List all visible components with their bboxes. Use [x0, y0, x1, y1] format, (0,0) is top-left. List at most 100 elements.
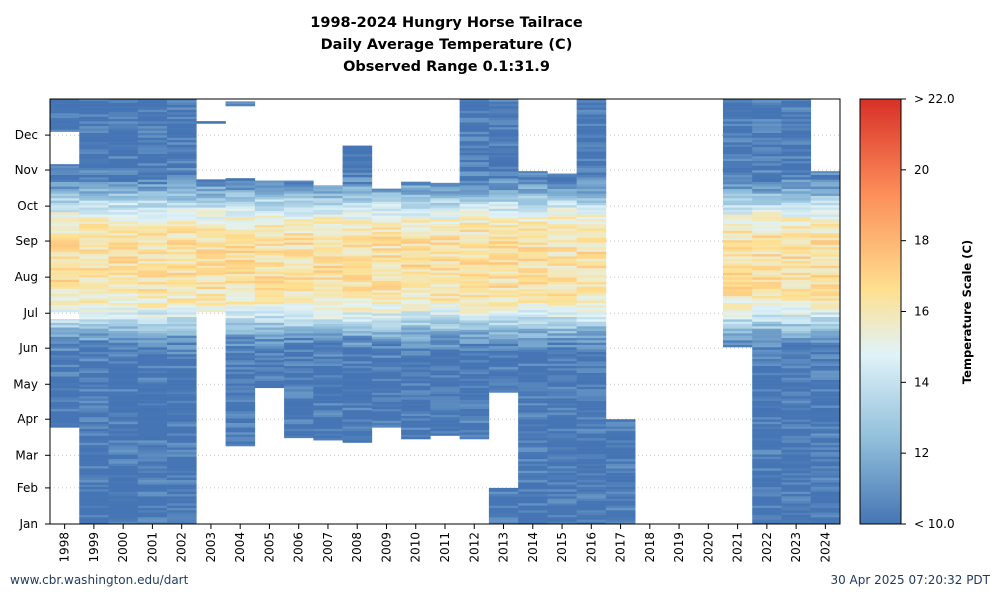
heatmap-cell: [547, 218, 577, 222]
heatmap-cell: [781, 496, 812, 499]
heatmap-cell: [108, 146, 139, 150]
heatmap-cell: [518, 496, 548, 499]
heatmap-cell: [342, 153, 373, 157]
heatmap-cell: [459, 322, 490, 326]
heatmap-cell: [284, 305, 314, 308]
heatmap-cell: [137, 370, 168, 373]
heatmap-cell: [79, 223, 109, 227]
heatmap-cell: [518, 188, 548, 192]
heatmap-cell: [79, 165, 109, 168]
heatmap-cell: [810, 181, 840, 185]
heatmap-cell: [547, 265, 577, 269]
heatmap-cell: [108, 151, 139, 155]
heatmap-cell: [518, 284, 548, 287]
heatmap-cell: [108, 272, 139, 276]
heatmap-cell: [225, 287, 256, 291]
heatmap-cell: [459, 192, 490, 195]
heatmap-cell: [810, 251, 840, 255]
year-column-1998: [50, 99, 80, 428]
heatmap-cell: [225, 257, 256, 260]
heatmap-cell: [313, 323, 343, 327]
heatmap-cell: [254, 359, 285, 363]
heatmap-cell: [371, 220, 402, 223]
heatmap-cell: [459, 408, 490, 412]
heatmap-cell: [79, 468, 109, 471]
heatmap-cell: [752, 209, 782, 213]
heatmap-cell: [430, 342, 460, 345]
heatmap-cell: [167, 465, 197, 469]
heatmap-cell: [371, 413, 402, 417]
heatmap-cell: [401, 390, 431, 393]
heatmap-cell: [371, 227, 402, 230]
heatmap-cell: [108, 188, 139, 192]
heatmap-cell: [254, 199, 285, 202]
heatmap-cell: [284, 188, 314, 192]
heatmap-cell: [810, 489, 840, 492]
heatmap-cell: [137, 498, 168, 502]
heatmap-cell: [108, 412, 139, 415]
heatmap-cell: [781, 458, 812, 462]
heatmap-cell: [547, 298, 577, 301]
heatmap-cell: [79, 158, 109, 162]
heatmap-cell: [518, 216, 548, 220]
heatmap-cell: [401, 401, 431, 405]
heatmap-cell: [108, 300, 139, 304]
heatmap-cell: [547, 288, 577, 292]
heatmap-cell: [752, 216, 782, 220]
heatmap-cell: [108, 314, 139, 318]
heatmap-cell: [79, 100, 109, 103]
heatmap-cell: [459, 143, 490, 146]
heatmap-cell: [781, 221, 812, 224]
heatmap-cell: [50, 179, 80, 182]
year-column-2011: [430, 182, 460, 436]
heatmap-cell: [518, 323, 548, 327]
heatmap-cell: [167, 374, 197, 378]
heatmap-cell: [137, 503, 168, 506]
heatmap-cell: [547, 279, 577, 283]
heatmap-cell: [547, 363, 577, 366]
heatmap-cell: [547, 461, 577, 464]
heatmap-cell: [371, 250, 402, 253]
heatmap-cell: [722, 188, 753, 192]
heatmap-cell: [810, 482, 840, 485]
heatmap-cell: [225, 415, 256, 419]
heatmap-cell: [459, 338, 490, 342]
heatmap-cell: [401, 327, 431, 330]
heatmap-cell: [722, 172, 753, 175]
heatmap-cell: [108, 99, 139, 101]
heatmap-cell: [722, 309, 753, 313]
heatmap-cell: [371, 422, 402, 426]
heatmap-cell: [313, 326, 343, 329]
heatmap-cell: [810, 456, 840, 460]
heatmap-cell: [752, 125, 782, 129]
heatmap-cell: [781, 99, 812, 101]
heatmap-cell: [459, 108, 490, 111]
heatmap-cell: [752, 258, 782, 262]
heatmap-cell: [810, 433, 840, 436]
footer-source: www.cbr.washington.edu/dart: [10, 573, 189, 587]
heatmap-cell: [254, 266, 285, 270]
heatmap-cell: [254, 315, 285, 319]
heatmap-cell: [137, 139, 168, 143]
heatmap-cell: [108, 156, 139, 159]
heatmap-cell: [781, 160, 812, 164]
heatmap-cell: [488, 201, 519, 205]
heatmap-cell: [576, 135, 607, 138]
heatmap-cell: [137, 230, 168, 234]
heatmap-cell: [284, 430, 314, 434]
heatmap-cell: [781, 340, 812, 343]
heatmap-cell: [810, 293, 840, 297]
heatmap-cell: [810, 498, 840, 502]
heatmap-cell: [518, 493, 548, 497]
heatmap-cell: [225, 422, 256, 426]
heatmap-cell: [518, 354, 548, 357]
heatmap-cell: [488, 390, 519, 393]
heatmap-cell: [167, 307, 197, 311]
heatmap-cell: [342, 151, 373, 155]
heatmap-cell: [576, 447, 607, 450]
heatmap-cell: [225, 420, 256, 423]
heatmap-cell: [401, 378, 431, 382]
heatmap-cell: [518, 172, 548, 175]
x-tick-label-2012: 2012: [467, 532, 481, 563]
heatmap-cell: [108, 372, 139, 376]
